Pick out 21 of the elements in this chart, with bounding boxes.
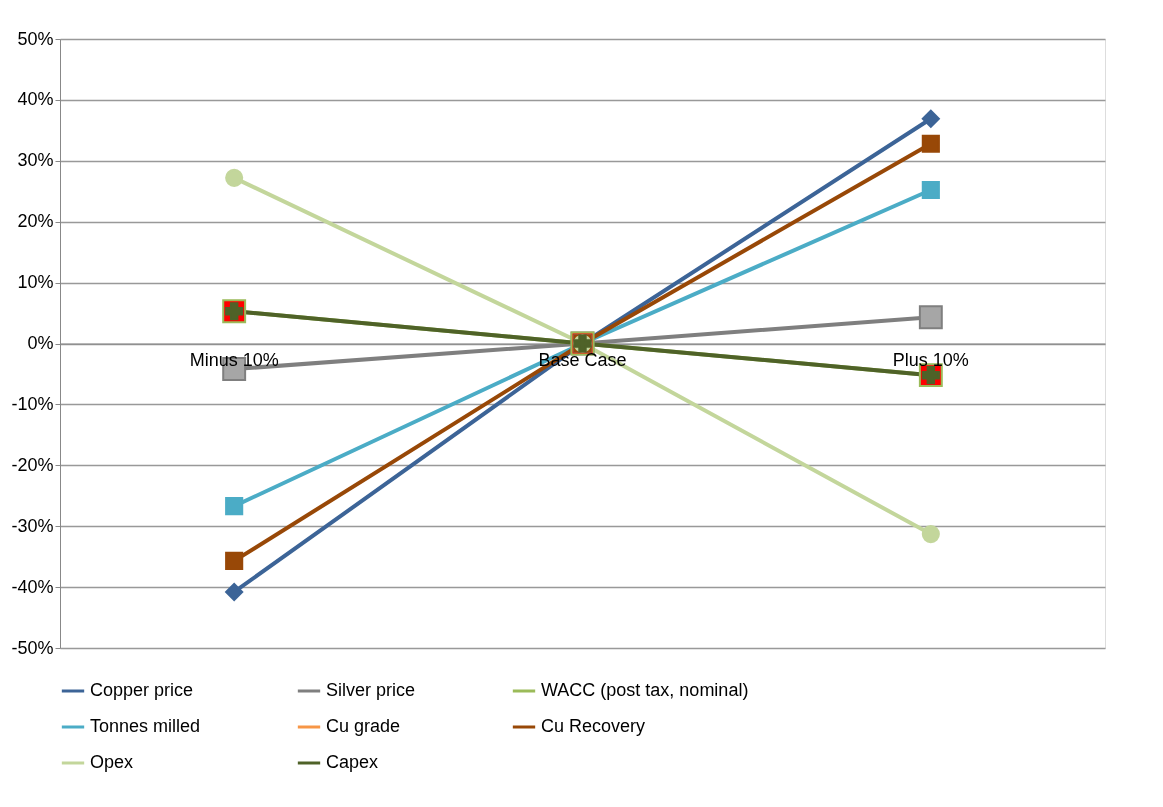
legend-label: Opex bbox=[90, 752, 134, 772]
x-tick-label: Plus 10% bbox=[892, 349, 969, 370]
y-tick-label: -50% bbox=[11, 637, 54, 658]
legend-label: WACC (post tax, nominal) bbox=[541, 680, 749, 700]
legend-label: Tonnes milled bbox=[90, 716, 201, 736]
y-tick-label: -40% bbox=[11, 576, 54, 597]
legend-label: Silver price bbox=[326, 680, 416, 700]
legend-label: Cu grade bbox=[326, 716, 401, 736]
legend-label: Copper price bbox=[90, 680, 194, 700]
y-tick-label: 40% bbox=[17, 89, 54, 110]
legend-label: Capex bbox=[326, 752, 379, 772]
x-tick-label: Minus 10% bbox=[189, 349, 279, 370]
legend-label: Cu Recovery bbox=[541, 716, 646, 736]
y-tick-label: -20% bbox=[11, 454, 54, 475]
y-tick-label: 10% bbox=[17, 272, 54, 293]
y-tick-label: 50% bbox=[17, 28, 54, 49]
y-tick-label: 20% bbox=[17, 211, 54, 232]
y-tick-label: 30% bbox=[17, 150, 54, 171]
y-tick-label: -10% bbox=[11, 393, 54, 414]
y-tick-label: 0% bbox=[27, 333, 54, 353]
y-tick-label: -30% bbox=[11, 515, 54, 536]
